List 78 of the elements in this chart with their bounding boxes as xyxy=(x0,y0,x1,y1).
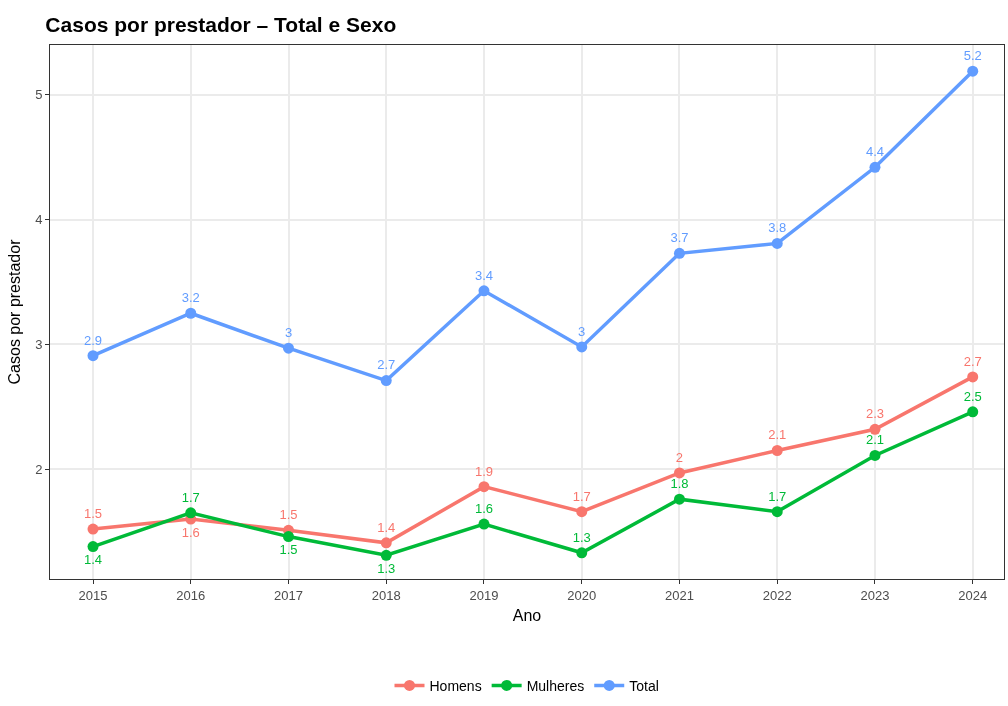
data-label: 1.5 xyxy=(83,505,103,521)
data-label: 5.2 xyxy=(963,48,982,64)
data-label: 1.3 xyxy=(377,560,396,576)
x-tick-label: 2016 xyxy=(176,587,206,603)
data-label: 1.5 xyxy=(279,542,298,558)
data-label: 1.9 xyxy=(474,463,494,479)
x-tick-label: 2018 xyxy=(371,587,401,603)
point xyxy=(380,537,392,549)
point xyxy=(673,247,685,259)
data-label: 1.4 xyxy=(377,519,396,535)
point xyxy=(576,506,588,518)
point xyxy=(283,531,294,543)
point xyxy=(967,65,979,77)
y-axis-title: Casos por prestador xyxy=(6,238,24,385)
x-tick-label: 2024 xyxy=(958,587,988,603)
x-tick-label: 2020 xyxy=(567,587,597,603)
point xyxy=(478,481,490,493)
data-label: 2 xyxy=(675,449,684,465)
x-tick-label: 2015 xyxy=(78,587,108,603)
y-tick-label: 2 xyxy=(35,461,43,477)
point xyxy=(673,493,685,505)
point xyxy=(967,406,979,418)
y-tick-label: 4 xyxy=(35,212,43,228)
point xyxy=(380,549,392,561)
data-label: 1.7 xyxy=(768,488,787,504)
point xyxy=(576,341,588,353)
y-tick-label: 3 xyxy=(35,336,43,352)
data-label: 3.8 xyxy=(768,220,787,236)
point xyxy=(576,547,588,559)
data-label: 1.3 xyxy=(572,529,591,545)
chart-title: Casos por prestador – Total e Sexo xyxy=(45,13,397,37)
point xyxy=(283,342,294,354)
x-tick-label: 2023 xyxy=(860,587,890,603)
y-tick-label: 5 xyxy=(35,87,43,103)
point xyxy=(185,307,197,319)
point xyxy=(478,285,490,297)
x-tick-label: 2021 xyxy=(665,587,694,603)
point xyxy=(869,423,881,435)
point xyxy=(967,371,979,383)
point xyxy=(87,523,99,535)
point xyxy=(771,237,783,249)
point xyxy=(478,518,490,530)
legend-label: Homens xyxy=(429,677,482,694)
data-label: 1.6 xyxy=(181,524,200,540)
legend-label: Mulheres xyxy=(526,677,585,694)
point xyxy=(869,449,881,461)
data-label: 2.5 xyxy=(963,388,982,404)
point xyxy=(87,350,99,362)
point xyxy=(185,507,197,519)
point xyxy=(869,161,881,173)
data-label: 1.6 xyxy=(474,500,494,516)
point xyxy=(87,541,99,553)
x-tick-label: 2019 xyxy=(469,587,499,603)
data-label: 4.4 xyxy=(865,144,885,160)
legend-label: Total xyxy=(629,677,659,694)
data-label: 3.2 xyxy=(181,290,200,306)
data-label: 3 xyxy=(284,325,293,341)
data-label: 1.7 xyxy=(181,489,200,505)
data-label: 2.1 xyxy=(768,427,787,443)
data-label: 2.3 xyxy=(865,406,885,422)
data-label: 1.7 xyxy=(572,488,591,504)
data-label: 1.4 xyxy=(83,552,103,568)
x-tick-label: 2017 xyxy=(274,587,303,603)
data-label: 3.7 xyxy=(670,230,689,246)
point xyxy=(673,467,685,479)
point xyxy=(771,444,783,456)
point xyxy=(380,375,392,387)
point xyxy=(771,506,783,518)
data-label: 3.4 xyxy=(474,267,494,283)
data-label: 1.8 xyxy=(670,476,689,492)
data-label: 2.7 xyxy=(377,357,396,373)
x-axis-title: Ano xyxy=(512,607,542,625)
data-label: 1.5 xyxy=(279,507,298,523)
data-label: 2.1 xyxy=(865,432,885,448)
data-label: 2.9 xyxy=(83,332,103,348)
data-label: 3 xyxy=(578,323,586,339)
data-label: 2.7 xyxy=(963,353,982,369)
x-tick-label: 2022 xyxy=(762,587,792,603)
